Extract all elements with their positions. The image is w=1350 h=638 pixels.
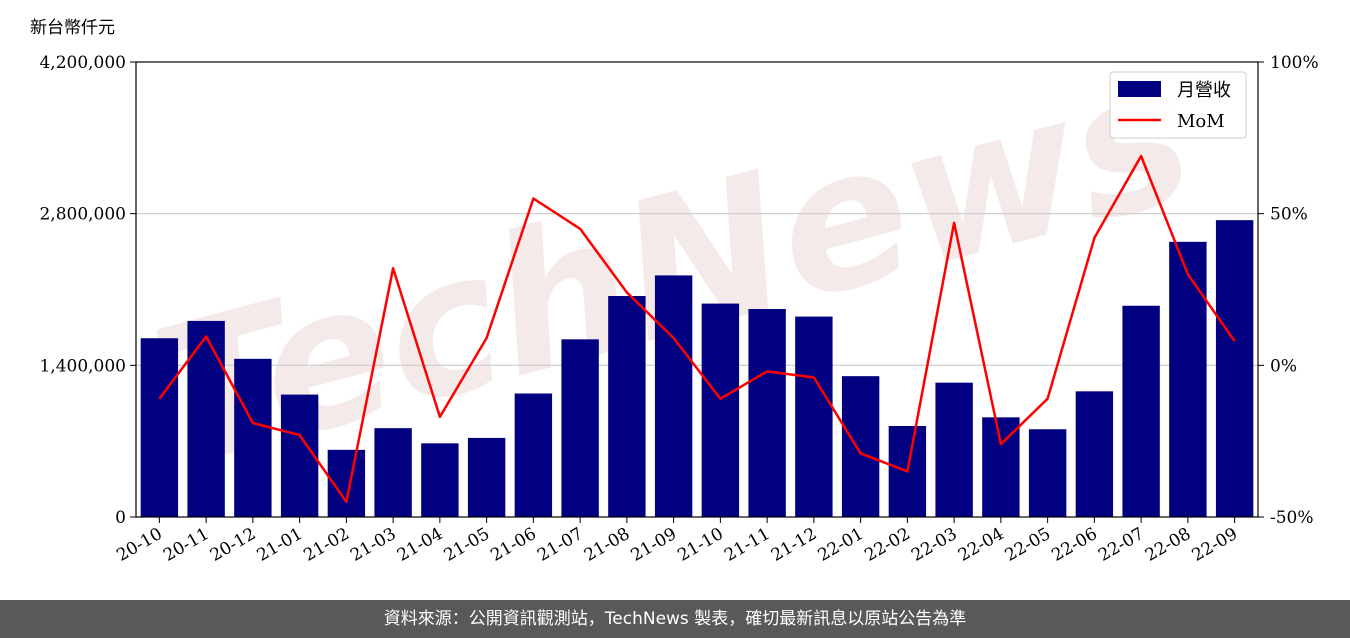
plot-frame — [135, 61, 1259, 518]
bar — [935, 382, 973, 517]
x-tick-label: 22-04 — [955, 524, 1007, 566]
x-tick-label: 21-09 — [628, 524, 680, 566]
bar — [374, 428, 412, 517]
x-tick-label: 22-05 — [1002, 524, 1054, 566]
bar — [654, 275, 693, 517]
bar-series — [140, 220, 1254, 518]
x-tick-label: 21-07 — [534, 524, 586, 566]
x-tick-label: 22-06 — [1048, 524, 1100, 566]
bar — [234, 358, 272, 517]
bar — [608, 296, 646, 517]
legend: 月營收 MoM — [1109, 71, 1247, 139]
bar — [1028, 429, 1067, 517]
y-right-tick-label: 0% — [1270, 356, 1297, 376]
y-left-tick-label: 4,200,000 — [39, 53, 126, 73]
bar — [561, 339, 599, 517]
bar — [748, 309, 786, 517]
x-tick-label: 20-11 — [160, 524, 212, 566]
legend-bar-label: 月營收 — [1177, 80, 1231, 101]
y-right-tick-label: -50% — [1270, 508, 1314, 528]
y-left-tick-label: 1,400,000 — [39, 356, 126, 376]
bar — [1122, 305, 1160, 517]
y-left-axis: 0 1,400,000 2,800,000 4,200,000 — [39, 53, 136, 528]
bar — [514, 393, 553, 517]
bar — [982, 417, 1020, 517]
x-tick-label: 21-10 — [674, 524, 726, 566]
x-tick-label: 21-06 — [487, 524, 539, 566]
bar — [140, 338, 179, 517]
x-tick-label: 20-12 — [207, 524, 259, 566]
x-tick-label: 21-08 — [581, 524, 633, 566]
x-tick-label: 22-07 — [1095, 524, 1147, 566]
y-left-tick-label: 0 — [115, 508, 126, 528]
bar — [1169, 241, 1207, 518]
bar — [701, 303, 740, 517]
y-right-axis: -50% 0% 50% 100% — [1258, 53, 1319, 528]
x-tick-label: 21-11 — [721, 524, 773, 566]
x-tick-label: 21-12 — [768, 524, 820, 566]
legend-bar-swatch — [1118, 81, 1161, 97]
y-unit-label: 新台幣仟元 — [30, 18, 115, 38]
gridlines — [136, 213, 1258, 366]
bar — [280, 394, 319, 517]
footer-source-note: 資料來源：公開資訊觀測站，TechNews 製表，確切最新訊息以原站公告為準 — [0, 600, 1350, 638]
x-tick-label: 21-02 — [300, 524, 352, 566]
bar — [187, 320, 225, 517]
chart: TechNews 新台幣仟元 01,400,0002,800,0004,200,… — [30, 18, 1319, 566]
bar — [841, 376, 880, 517]
x-axis: 20-1020-1120-1221-0121-0221-0321-0421-05… — [113, 517, 1241, 566]
y-left-tick-label: 2,800,000 — [39, 205, 126, 225]
mom-line — [158, 154, 1236, 504]
x-tick-label: 22-01 — [815, 524, 867, 566]
bar — [795, 316, 833, 517]
x-tick-label: 22-08 — [1142, 524, 1194, 566]
x-tick-label: 20-10 — [113, 524, 165, 566]
x-tick-label: 22-09 — [1189, 524, 1241, 566]
y-right-tick-label: 50% — [1270, 205, 1308, 225]
line-series — [158, 154, 1236, 504]
bar — [1075, 391, 1114, 517]
bar — [1215, 220, 1254, 517]
x-tick-label: 21-01 — [254, 524, 306, 566]
bar — [421, 443, 459, 517]
x-tick-label: 21-03 — [347, 524, 399, 566]
x-tick-label: 22-03 — [908, 524, 960, 566]
bar — [467, 437, 506, 517]
y-right-tick-label: 100% — [1270, 53, 1319, 73]
legend-line-label: MoM — [1177, 111, 1225, 132]
x-tick-label: 21-05 — [441, 524, 493, 566]
x-tick-label: 21-04 — [394, 524, 446, 566]
x-tick-label: 22-02 — [861, 524, 913, 566]
